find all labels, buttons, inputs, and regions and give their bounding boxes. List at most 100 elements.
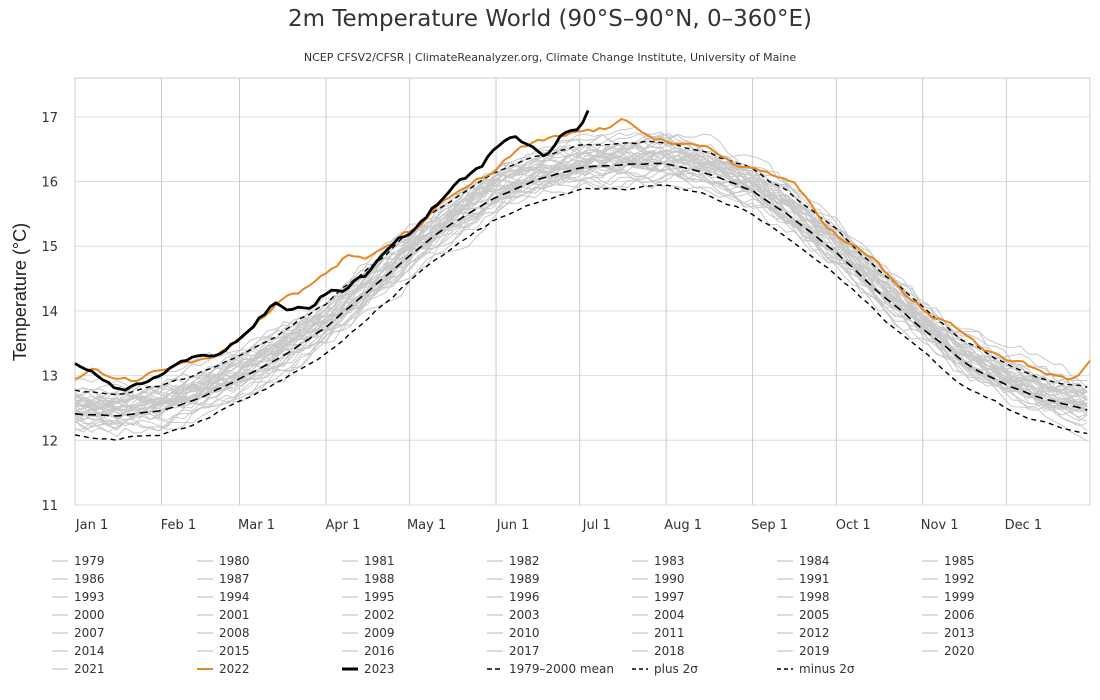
legend-item-2015[interactable]: 2015: [197, 642, 250, 660]
series-line-2006: [74, 141, 1088, 422]
legend-swatch: [777, 596, 793, 598]
legend-item-2010[interactable]: 2010: [487, 624, 540, 642]
legend-item-2004[interactable]: 2004: [632, 606, 685, 624]
legend-item-1989[interactable]: 1989: [487, 570, 540, 588]
legend-label: plus 2σ: [654, 662, 698, 676]
y-tick-label: 11: [41, 499, 58, 514]
legend-swatch: [487, 650, 503, 652]
legend-item-2021[interactable]: 2021: [52, 660, 105, 678]
legend-swatch: [777, 578, 793, 580]
legend-item-1991[interactable]: 1991: [777, 570, 830, 588]
legend-item-2008[interactable]: 2008: [197, 624, 250, 642]
series-line-2019: [74, 144, 1088, 410]
legend-swatch: [342, 560, 358, 562]
legend-item-1994[interactable]: 1994: [197, 588, 250, 606]
legend-item-1999[interactable]: 1999: [922, 588, 975, 606]
series-line-1983: [74, 155, 1088, 430]
legend-item-2000[interactable]: 2000: [52, 606, 105, 624]
grid-layer: [74, 77, 1091, 506]
legend-item-1979[interactable]: 1979: [52, 552, 105, 570]
legend-item-1995[interactable]: 1995: [342, 588, 395, 606]
legend-label: 2021: [74, 662, 105, 676]
legend-item-2019[interactable]: 2019: [777, 642, 830, 660]
legend-item-1985[interactable]: 1985: [922, 552, 975, 570]
legend-item-1997[interactable]: 1997: [632, 588, 685, 606]
legend-item-2005[interactable]: 2005: [777, 606, 830, 624]
legend-item-2020[interactable]: 2020: [922, 642, 975, 660]
legend-label: 1986: [74, 572, 105, 586]
series-line-1995: [74, 150, 1088, 413]
legend-item-1988[interactable]: 1988: [342, 570, 395, 588]
legend-item-2017[interactable]: 2017: [487, 642, 540, 660]
legend-item-1992[interactable]: 1992: [922, 570, 975, 588]
legend-label: 1990: [654, 572, 685, 586]
x-tick-label: Dec 1: [1005, 518, 1043, 533]
series-line-1985: [74, 170, 1088, 438]
legend-item-1990[interactable]: 1990: [632, 570, 685, 588]
legend-label: 2002: [364, 608, 395, 622]
year-series-layer: [74, 126, 1088, 442]
legend-swatch: [342, 614, 358, 616]
legend-label: 2006: [944, 608, 975, 622]
legend-label: 1982: [509, 554, 540, 568]
x-tick-label: Jun 1: [496, 518, 530, 533]
series-line-2013: [74, 141, 1088, 413]
legend-swatch: [632, 668, 648, 670]
legend-item-2022[interactable]: 2022: [197, 660, 250, 678]
legend-item-plus-2-[interactable]: plus 2σ: [632, 660, 698, 678]
legend-label: 1985: [944, 554, 975, 568]
legend-item-minus-2-[interactable]: minus 2σ: [777, 660, 855, 678]
x-tick-label: May 1: [407, 518, 446, 533]
legend-item-1987[interactable]: 1987: [197, 570, 250, 588]
legend-item-2011[interactable]: 2011: [632, 624, 685, 642]
legend-item-2012[interactable]: 2012: [777, 624, 830, 642]
legend-item-2013[interactable]: 2013: [922, 624, 975, 642]
legend-swatch: [197, 668, 213, 670]
legend-item-2023[interactable]: 2023: [342, 660, 395, 678]
x-tick-label: Sep 1: [751, 518, 788, 533]
legend-item-1983[interactable]: 1983: [632, 552, 685, 570]
legend-item-2018[interactable]: 2018: [632, 642, 685, 660]
legend-item-1996[interactable]: 1996: [487, 588, 540, 606]
legend-item-1980[interactable]: 1980: [197, 552, 250, 570]
legend-swatch: [52, 650, 68, 652]
legend-label: 2007: [74, 626, 105, 640]
legend-item-1982[interactable]: 1982: [487, 552, 540, 570]
series-line-2023: [74, 109, 590, 392]
legend-swatch: [197, 650, 213, 652]
legend-label: 2010: [509, 626, 540, 640]
legend-label: 1989: [509, 572, 540, 586]
legend-swatch: [342, 650, 358, 652]
series-line-2021: [74, 139, 1088, 404]
legend-swatch: [342, 596, 358, 598]
legend-swatch: [487, 578, 503, 580]
legend-item-1986[interactable]: 1986: [52, 570, 105, 588]
legend-item-2003[interactable]: 2003: [487, 606, 540, 624]
legend-item-2001[interactable]: 2001: [197, 606, 250, 624]
legend-item-2007[interactable]: 2007: [52, 624, 105, 642]
legend-label: 2000: [74, 608, 105, 622]
legend-label: 1996: [509, 590, 540, 604]
legend-item-2009[interactable]: 2009: [342, 624, 395, 642]
series-line-1989: [74, 149, 1088, 431]
legend-item-2002[interactable]: 2002: [342, 606, 395, 624]
legend-item-1998[interactable]: 1998: [777, 588, 830, 606]
y-tick-label: 13: [41, 370, 58, 385]
legend-item-2006[interactable]: 2006: [922, 606, 975, 624]
legend-item-2016[interactable]: 2016: [342, 642, 395, 660]
legend-swatch: [52, 632, 68, 634]
legend-item-1984[interactable]: 1984: [777, 552, 830, 570]
series-line-1986: [74, 156, 1088, 433]
legend-swatch: [922, 614, 938, 616]
legend-label: 1994: [219, 590, 250, 604]
legend-label: 2001: [219, 608, 250, 622]
x-tick-label: Feb 1: [161, 518, 196, 533]
legend-item-2014[interactable]: 2014: [52, 642, 105, 660]
legend-item-1979-2000-mean[interactable]: 1979–2000 mean: [487, 660, 614, 678]
legend-swatch: [487, 632, 503, 634]
legend-label: 1981: [364, 554, 395, 568]
legend-item-1981[interactable]: 1981: [342, 552, 395, 570]
y-tick-label: 17: [41, 111, 58, 126]
legend-swatch: [52, 596, 68, 598]
legend-item-1993[interactable]: 1993: [52, 588, 105, 606]
